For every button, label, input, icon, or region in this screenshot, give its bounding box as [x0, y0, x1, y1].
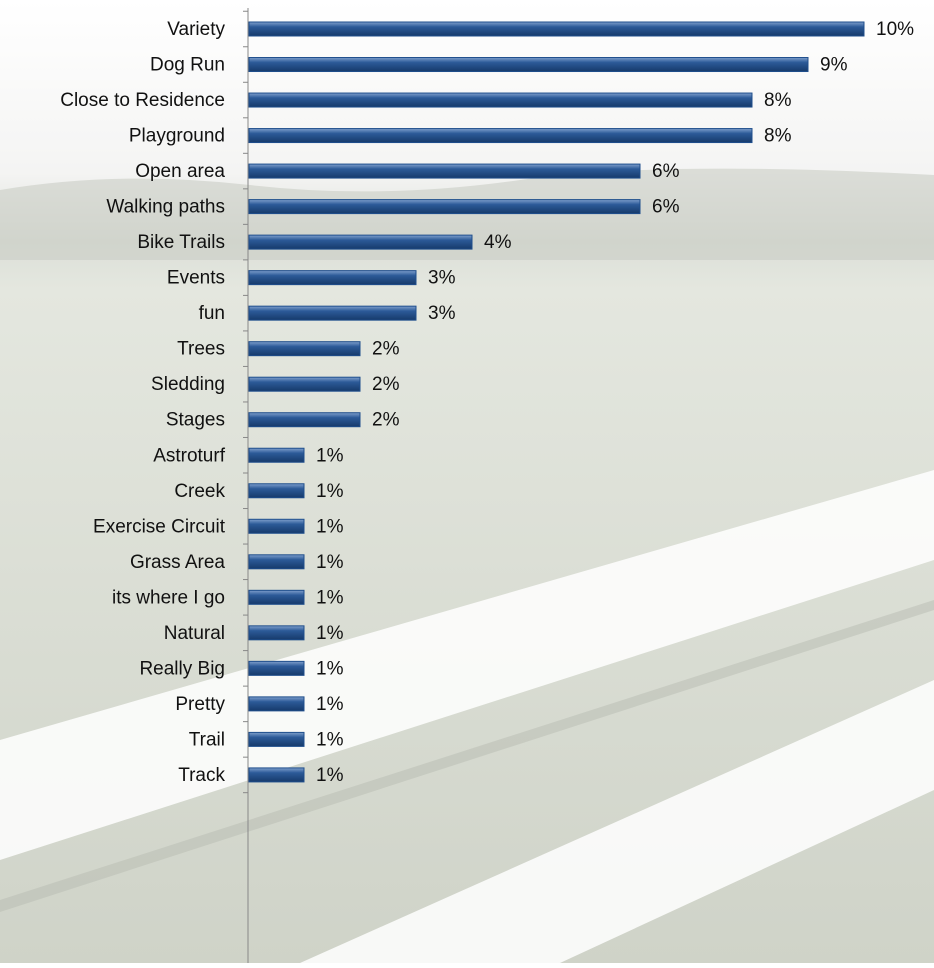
bar [248, 625, 305, 641]
tree-line [0, 168, 934, 260]
bar [248, 270, 417, 286]
value-label: 3% [428, 303, 456, 324]
bar [248, 57, 809, 73]
y-tick-label: Natural [164, 623, 225, 644]
value-label: 1% [316, 658, 344, 679]
value-label: 6% [652, 197, 680, 218]
bar [248, 305, 417, 321]
value-label: 1% [316, 765, 344, 786]
bar [248, 767, 305, 783]
y-tick-label: its where I go [112, 587, 225, 608]
y-tick-label: Open area [135, 161, 225, 182]
y-tick-label: Pretty [175, 694, 225, 715]
y-tick-label: Walking paths [106, 197, 225, 218]
bar [248, 589, 305, 605]
value-label: 2% [372, 339, 400, 360]
value-label: 8% [764, 90, 792, 111]
bar [248, 483, 305, 499]
bar [248, 199, 641, 215]
y-tick-label: Bike Trails [137, 232, 225, 253]
bar [248, 21, 865, 37]
y-tick-label: Stages [166, 410, 225, 431]
bar [248, 731, 305, 747]
bar [248, 518, 305, 534]
bar [248, 660, 305, 676]
fence-shadow [0, 600, 934, 912]
y-tick-label: Astroturf [153, 445, 226, 466]
value-label: 1% [316, 516, 344, 537]
y-tick-label: Close to Residence [60, 90, 225, 111]
y-tick-label: Creek [174, 481, 225, 502]
y-tick-label: Events [167, 268, 225, 289]
value-label: 1% [316, 623, 344, 644]
bar [248, 341, 361, 357]
bar [248, 412, 361, 428]
value-label: 10% [876, 19, 914, 40]
value-label: 1% [316, 552, 344, 573]
value-label: 9% [820, 55, 848, 76]
value-label: 1% [316, 587, 344, 608]
y-tick-label: Grass Area [130, 552, 225, 573]
value-label: 2% [372, 410, 400, 431]
y-tick-label: Playground [129, 126, 225, 147]
bar [248, 92, 753, 108]
y-tick-label: Dog Run [150, 55, 225, 76]
bar [248, 447, 305, 463]
value-label: 1% [316, 694, 344, 715]
y-tick-label: Track [178, 765, 225, 786]
value-label: 8% [764, 126, 792, 147]
y-tick-label: Variety [167, 19, 225, 40]
y-tick-label: Exercise Circuit [93, 516, 226, 537]
bar [248, 163, 641, 179]
value-label: 1% [316, 481, 344, 502]
bar [248, 234, 473, 250]
value-label: 3% [428, 268, 456, 289]
value-label: 4% [484, 232, 512, 253]
y-tick-label: Trail [189, 729, 225, 750]
bar [248, 554, 305, 570]
y-tick-label: Trees [177, 339, 225, 360]
value-label: 2% [372, 374, 400, 395]
value-label: 1% [316, 445, 344, 466]
value-label: 1% [316, 729, 344, 750]
bar [248, 128, 753, 144]
bar [248, 696, 305, 712]
plot: Variety 10% Dog Run 9% Close to Residence 8% P… [60, 8, 914, 963]
y-tick-label: fun [199, 303, 225, 324]
fence-rail [300, 680, 934, 963]
bar [248, 376, 361, 392]
value-label: 6% [652, 161, 680, 182]
fence-rail [0, 470, 934, 860]
y-tick-label: Really Big [139, 658, 225, 679]
y-tick-label: Sledding [151, 374, 225, 395]
